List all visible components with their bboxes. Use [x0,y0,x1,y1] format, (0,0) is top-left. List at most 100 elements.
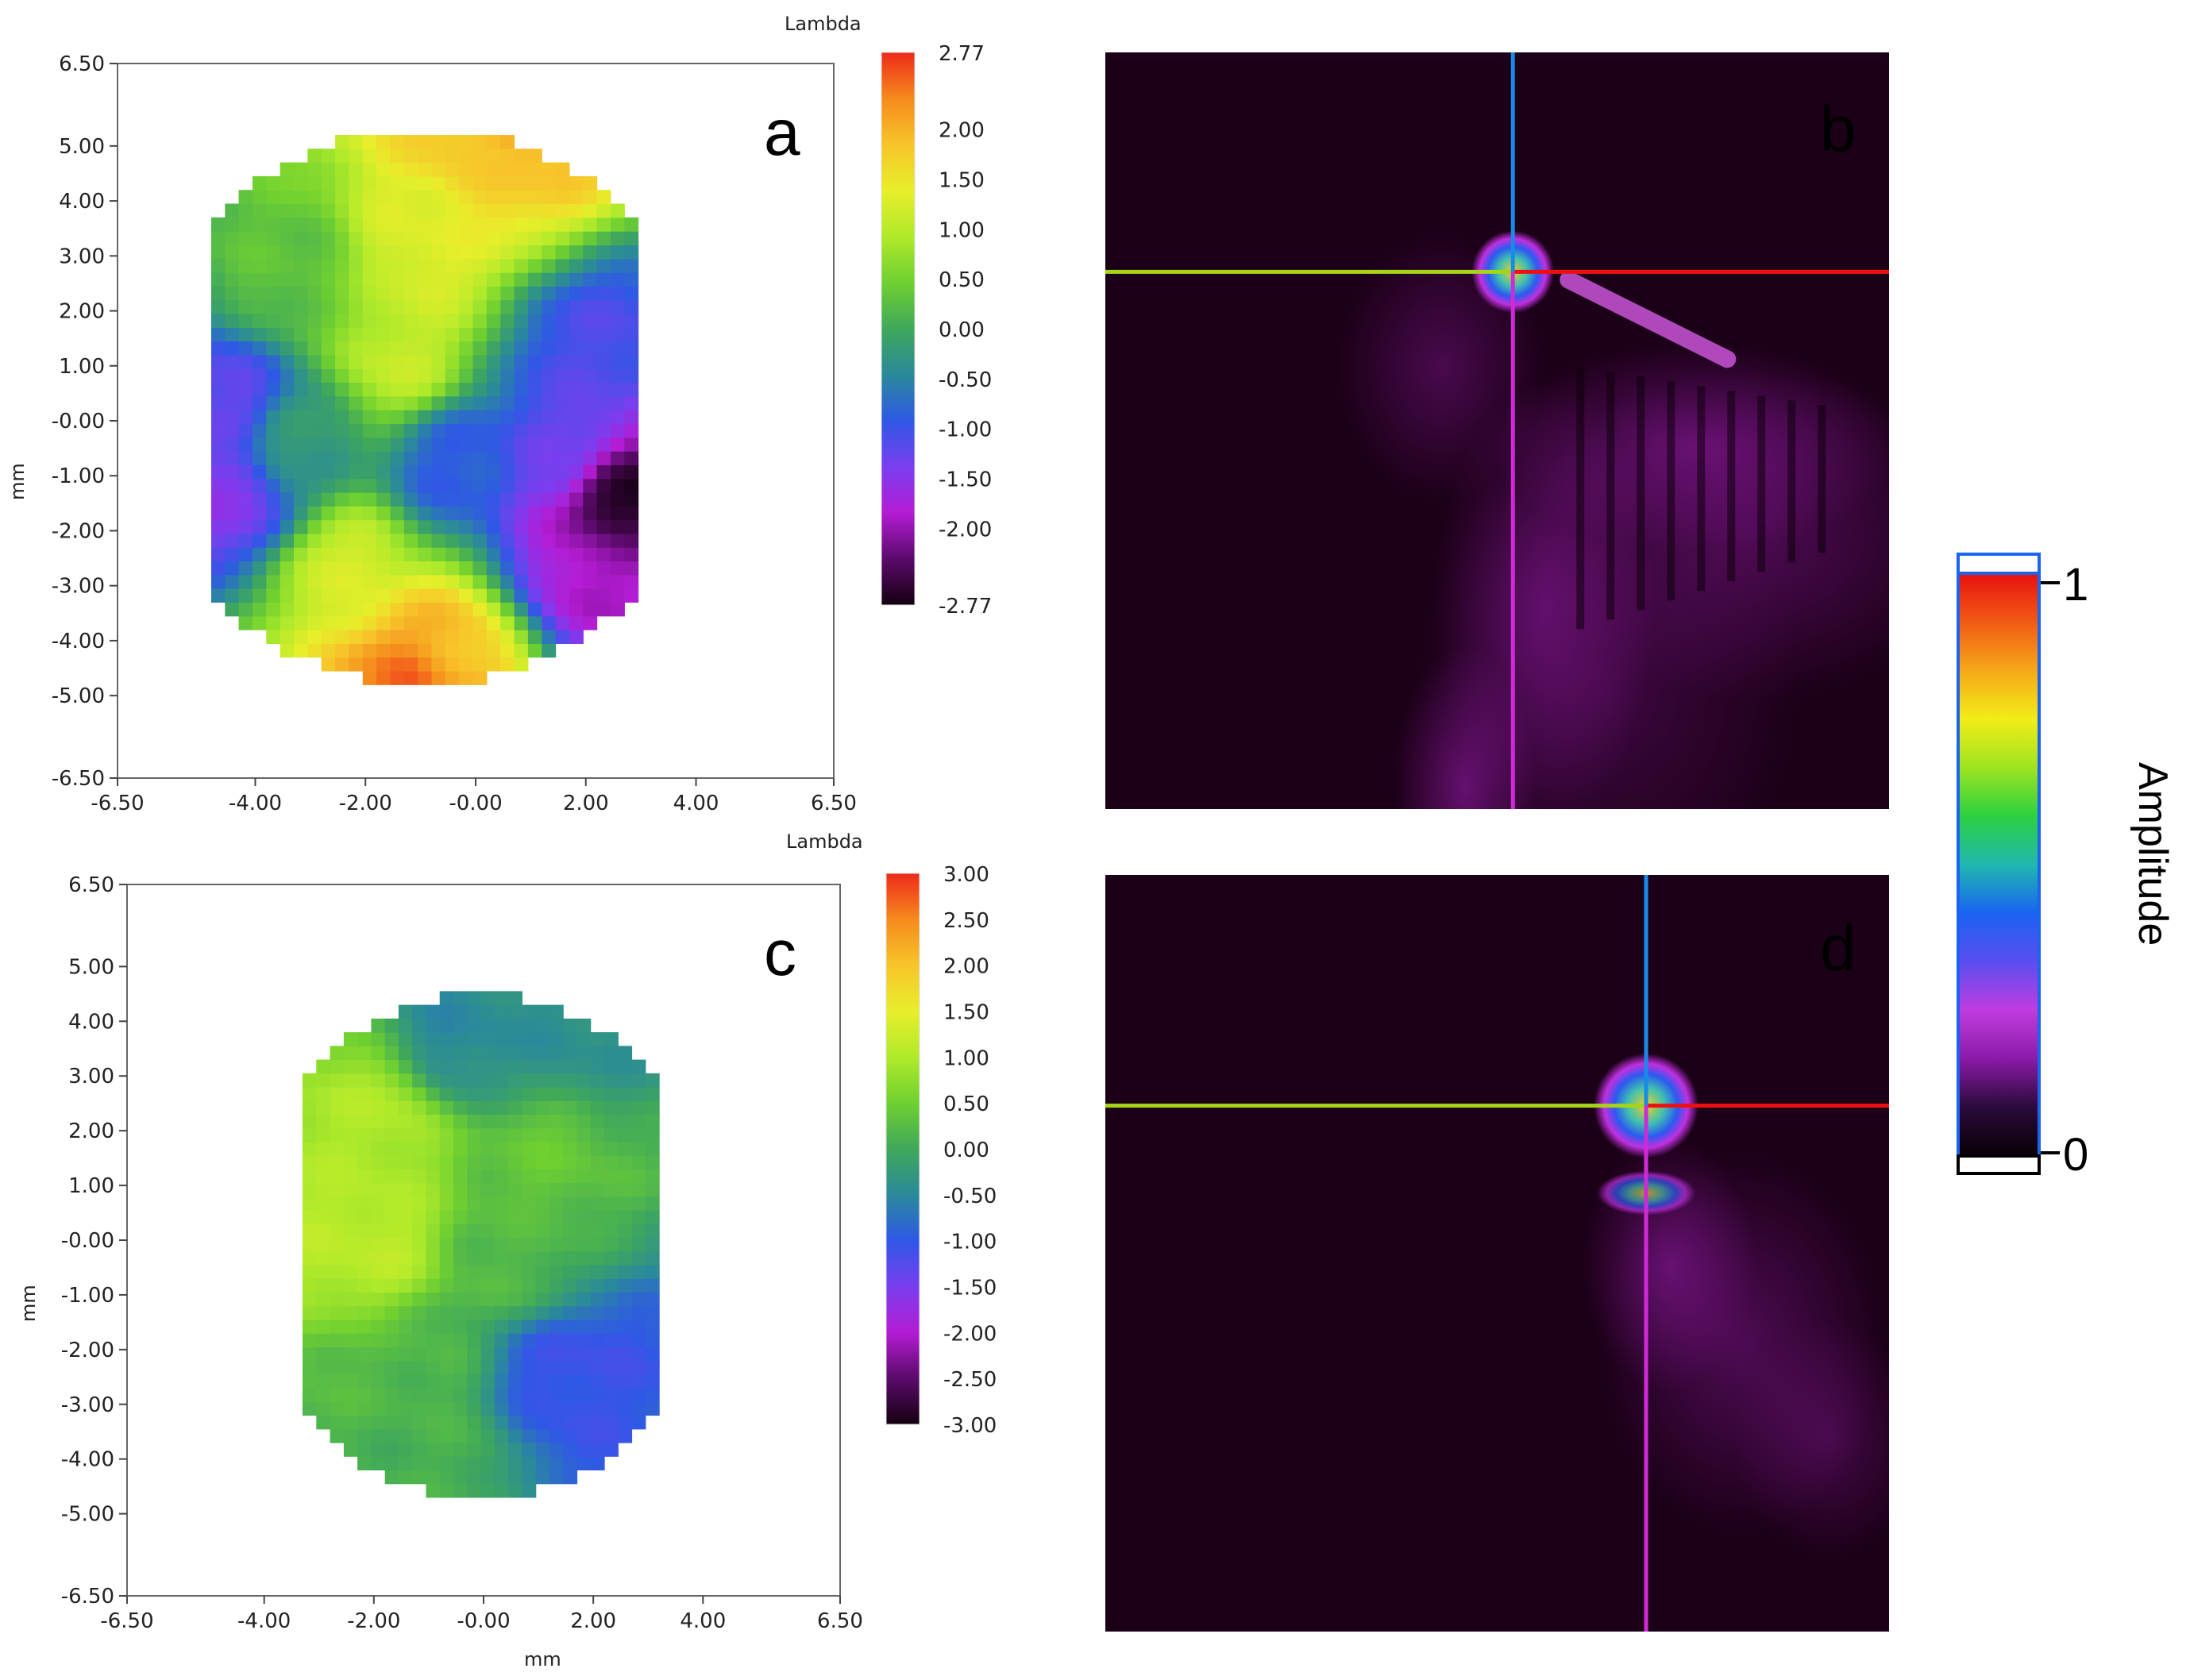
map-cell [535,1210,550,1224]
map-cell [508,1100,522,1115]
map-cell [266,354,281,369]
map-cell [238,602,253,617]
map-cell [294,382,308,397]
map-cell [604,1443,619,1457]
map-cell [412,1182,427,1197]
map-cell [480,1032,495,1046]
map-cell [362,258,377,273]
map-cell [330,1428,345,1443]
map-cell [398,1456,413,1470]
map-cell [508,1470,522,1485]
map-cell [426,1388,441,1402]
map-cell [569,423,584,438]
map-cell [500,643,515,658]
map-cell [467,1360,482,1375]
map-cell [398,1333,413,1347]
map-cell [376,368,391,383]
map-cell [266,299,281,314]
map-cell [472,423,488,438]
psf-image-d [1105,875,1889,1632]
map-cell [211,327,226,342]
map-cell [426,1443,441,1457]
map-cell [453,1223,468,1239]
map-cell [357,1292,372,1307]
map-cell [480,1415,495,1430]
map-cell [583,437,598,452]
map-cell [569,327,584,342]
map-cell [549,1305,564,1320]
map-cell [500,410,515,425]
map-cell [563,1182,578,1197]
map-cell [211,217,226,232]
map-cell [459,492,474,507]
map-cell [357,1374,372,1389]
map-cell [343,1196,358,1211]
map-cell [604,1333,619,1347]
map-cell [549,1169,564,1184]
map-cell [604,1114,619,1129]
map-cell [486,643,501,658]
map-cell [418,258,432,273]
map-cell [266,533,281,548]
map-cell [376,657,391,672]
map-cell [349,327,364,342]
map-cell [225,574,240,589]
map-cell [527,410,542,425]
map-cell [253,217,267,232]
map-cell [390,190,405,205]
map-cell [514,657,529,672]
map-cell [611,272,625,287]
map-cell [549,1388,564,1402]
map-cell [330,1127,345,1142]
map-cell [418,519,432,534]
map-cell [403,395,418,410]
map-cell [431,657,446,672]
map-cell [624,492,639,507]
map-cell [583,423,598,438]
map-cell [542,533,557,548]
map-cell [618,1415,633,1430]
map-cell [618,1127,633,1142]
map-cell [555,615,570,630]
map-cell [453,1114,468,1129]
map-cell [266,190,281,205]
map-cell [563,1347,578,1362]
map-cell [535,1018,550,1033]
map-cell [500,533,515,548]
map-cell [418,286,432,301]
map-cell [294,314,308,328]
map-cell [596,533,611,548]
map-cell [349,314,364,328]
map-cell [294,327,308,342]
map-cell [522,1223,537,1239]
map-cell [426,1127,441,1142]
map-cell [467,1292,482,1307]
map-cell [384,1087,399,1101]
map-cell [508,1250,522,1266]
map-cell [431,327,446,342]
map-cell [542,272,557,287]
map-cell [624,533,639,548]
map-cell [618,1210,633,1224]
map-cell [398,1196,413,1211]
map-cell [494,1100,509,1115]
map-cell [266,410,281,425]
map-cell [583,533,598,548]
map-cell [500,258,515,273]
map-cell [357,1196,372,1211]
map-cell [371,1032,386,1046]
map-cell [335,561,349,576]
map-cell [376,162,391,177]
map-cell [480,1210,495,1224]
map-cell [211,245,226,260]
map-cell [418,451,432,465]
map-cell [549,1087,564,1101]
map-cell [596,506,611,521]
map-cell [390,492,405,507]
map-cell [618,1265,633,1279]
map-cell [335,190,349,205]
map-cell [321,547,336,562]
map-cell [280,354,295,369]
map-cell [362,506,377,521]
map-cell [371,1018,386,1033]
